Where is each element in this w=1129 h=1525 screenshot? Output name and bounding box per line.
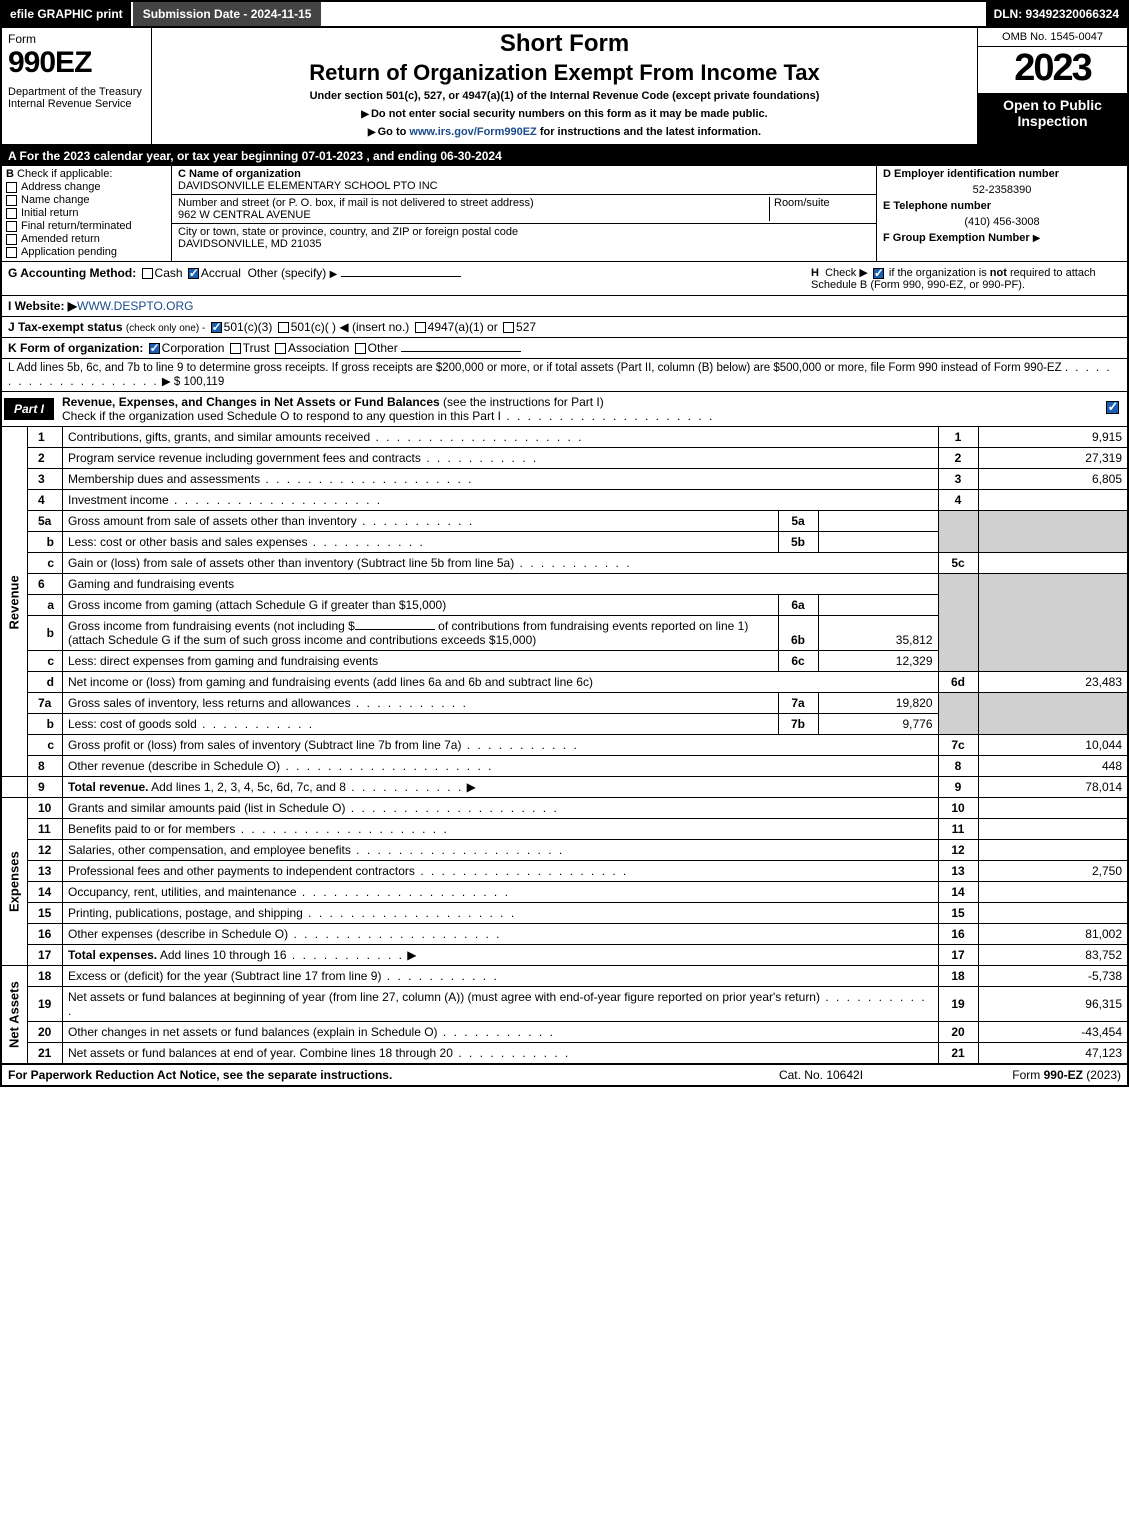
- line-9-value: 78,014: [978, 777, 1128, 798]
- line-12-value: [978, 840, 1128, 861]
- section-bcdef: B Check if applicable: Address change Na…: [0, 166, 1129, 262]
- row-i-website: I Website: ▶WWW.DESPTO.ORG: [0, 296, 1129, 317]
- chk-name-change[interactable]: [6, 195, 17, 206]
- row-l-gross: L Add lines 5b, 6c, and 7b to line 9 to …: [0, 359, 1129, 392]
- line-6a-value: [818, 595, 938, 616]
- line-21-value: 47,123: [978, 1043, 1128, 1064]
- section-b: B Check if applicable: Address change Na…: [2, 166, 172, 261]
- line-5c-value: [978, 553, 1128, 574]
- website-link[interactable]: WWW.DESPTO.ORG: [77, 299, 193, 313]
- return-title: Return of Organization Exempt From Incom…: [160, 60, 969, 86]
- line-5a-value: [818, 511, 938, 532]
- line-1-value: 9,915: [978, 427, 1128, 448]
- topbar-spacer: [321, 2, 985, 26]
- chk-assoc[interactable]: [275, 343, 286, 354]
- room-suite-label: Room/suite: [770, 197, 870, 221]
- row-g-h: G Accounting Method: Cash Accrual Other …: [0, 262, 1129, 296]
- chk-schedule-o[interactable]: [1106, 401, 1119, 414]
- header-left: Form 990EZ Department of the Treasury In…: [2, 28, 152, 144]
- chk-initial-return[interactable]: [6, 208, 17, 219]
- line-13-value: 2,750: [978, 861, 1128, 882]
- line-3-value: 6,805: [978, 469, 1128, 490]
- footer-notice: For Paperwork Reduction Act Notice, see …: [8, 1068, 721, 1082]
- phone: (410) 456-3008: [877, 214, 1127, 230]
- lines-table: Revenue 1 Contributions, gifts, grants, …: [0, 427, 1129, 1064]
- footer-formref: Form 990-EZ (2023): [921, 1068, 1121, 1082]
- chk-corp[interactable]: [149, 343, 160, 354]
- irs-link[interactable]: www.irs.gov/Form990EZ: [409, 126, 536, 138]
- line-19-value: 96,315: [978, 987, 1128, 1022]
- row-j-status: J Tax-exempt status (check only one) - 5…: [0, 317, 1129, 338]
- line-10-value: [978, 798, 1128, 819]
- line-11-value: [978, 819, 1128, 840]
- line-2-value: 27,319: [978, 448, 1128, 469]
- part-1-header: Part I Revenue, Expenses, and Changes in…: [0, 392, 1129, 427]
- page-footer: For Paperwork Reduction Act Notice, see …: [0, 1064, 1129, 1087]
- chk-amended[interactable]: [6, 234, 17, 245]
- chk-501c[interactable]: [278, 322, 289, 333]
- chk-4947[interactable]: [415, 322, 426, 333]
- line-6c-value: 12,329: [818, 651, 938, 672]
- line-6b-value: 35,812: [818, 616, 938, 651]
- header-center: Short Form Return of Organization Exempt…: [152, 28, 977, 144]
- short-form-title: Short Form: [160, 30, 969, 58]
- chk-schedule-b[interactable]: [873, 268, 884, 279]
- omb-number: OMB No. 1545-0047: [978, 28, 1127, 47]
- line-17-value: 83,752: [978, 945, 1128, 966]
- line-14-value: [978, 882, 1128, 903]
- submission-date: Submission Date - 2024-11-15: [131, 2, 322, 26]
- line-7a-value: 19,820: [818, 693, 938, 714]
- org-name: DAVIDSONVILLE ELEMENTARY SCHOOL PTO INC: [178, 180, 870, 192]
- chk-trust[interactable]: [230, 343, 241, 354]
- org-city: DAVIDSONVILLE, MD 21035: [178, 238, 870, 250]
- line-7c-value: 10,044: [978, 735, 1128, 756]
- efile-print-label: efile GRAPHIC print: [2, 2, 131, 26]
- form-number: 990EZ: [8, 46, 145, 80]
- chk-address-change[interactable]: [6, 182, 17, 193]
- gross-receipts: $ 100,119: [174, 376, 224, 388]
- line-7b-value: 9,776: [818, 714, 938, 735]
- line-4-value: [978, 490, 1128, 511]
- section-c: C Name of organization DAVIDSONVILLE ELE…: [172, 166, 877, 261]
- department-label: Department of the Treasury Internal Reve…: [8, 86, 145, 110]
- expenses-side-label: Expenses: [1, 798, 28, 966]
- line-8-value: 448: [978, 756, 1128, 777]
- dln-label: DLN: 93492320066324: [986, 2, 1127, 26]
- row-k-org: K Form of organization: Corporation Trus…: [0, 338, 1129, 359]
- instruction-1: Do not enter social security numbers on …: [160, 108, 969, 120]
- section-def: D Employer identification number 52-2358…: [877, 166, 1127, 261]
- form-header: Form 990EZ Department of the Treasury In…: [0, 28, 1129, 146]
- part-1-label: Part I: [4, 398, 54, 420]
- form-word: Form: [8, 32, 145, 46]
- line-16-value: 81,002: [978, 924, 1128, 945]
- line-6d-value: 23,483: [978, 672, 1128, 693]
- top-bar: efile GRAPHIC print Submission Date - 20…: [0, 0, 1129, 28]
- ein: 52-2358390: [877, 182, 1127, 198]
- row-a-period: A For the 2023 calendar year, or tax yea…: [0, 146, 1129, 166]
- org-street: 962 W CENTRAL AVENUE: [178, 209, 765, 221]
- chk-final-return[interactable]: [6, 221, 17, 232]
- chk-501c3[interactable]: [211, 322, 222, 333]
- chk-cash[interactable]: [142, 268, 153, 279]
- under-section: Under section 501(c), 527, or 4947(a)(1)…: [160, 90, 969, 102]
- footer-catno: Cat. No. 10642I: [721, 1068, 921, 1082]
- line-15-value: [978, 903, 1128, 924]
- netassets-side-label: Net Assets: [1, 966, 28, 1064]
- chk-accrual[interactable]: [188, 268, 199, 279]
- inspection-label: Open to Public Inspection: [978, 93, 1127, 144]
- chk-pending[interactable]: [6, 247, 17, 258]
- instruction-2: Go to www.irs.gov/Form990EZ for instruct…: [160, 126, 969, 138]
- line-5b-value: [818, 532, 938, 553]
- line-18-value: -5,738: [978, 966, 1128, 987]
- chk-other-org[interactable]: [355, 343, 366, 354]
- revenue-side-label: Revenue: [1, 427, 28, 777]
- header-right: OMB No. 1545-0047 2023 Open to Public In…: [977, 28, 1127, 144]
- chk-527[interactable]: [503, 322, 514, 333]
- line-20-value: -43,454: [978, 1022, 1128, 1043]
- tax-year: 2023: [978, 47, 1127, 93]
